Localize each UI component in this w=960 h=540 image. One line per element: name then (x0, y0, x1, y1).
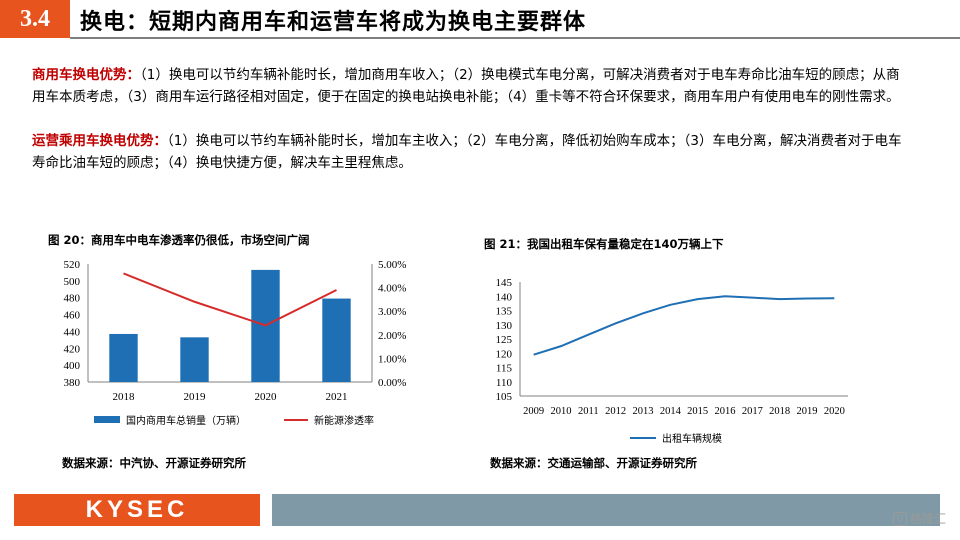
y-tick-label: 105 (496, 391, 513, 403)
line-series (533, 295, 835, 356)
page-title: 换电：短期内商用车和运营车将成为换电主要群体 (80, 10, 587, 35)
legend-label: 国内商用车总销量（万辆） (126, 414, 246, 427)
footer-bar (272, 494, 940, 526)
y-tick-label: 140 (496, 291, 513, 303)
kysec-logo: KYSEC (14, 494, 260, 526)
x-tick-label: 2019 (184, 391, 207, 403)
x-tick-label: 2018 (113, 391, 136, 403)
y2-tick-label: 5.00% (378, 259, 406, 271)
commercial-vehicle-chart: 520 500 480 460 440 420 400 380 5.00% 4.00% 3.00% 2… (64, 259, 407, 427)
y2-tick-label: 3.00% (378, 306, 406, 318)
y2-tick-label: 4.00% (378, 283, 406, 295)
x-tick-label: 2020 (255, 391, 278, 403)
y-tick-label: 520 (64, 259, 81, 271)
figure-20-title: 图 20：商用车中电车渗透率仍很低，市场空间广阔 (48, 233, 310, 247)
paragraph-body: （1）换电可以节约车辆补能时长，增加商用车收入；（2）换电模式车电分离，可解决消… (32, 67, 900, 105)
figure-21-title: 图 21：我国出租车保有量稳定在140万辆上下 (484, 237, 724, 251)
taxi-fleet-chart: 145 140 135 130 125 120 115 110 105 2009 2010 2011 2… (496, 277, 848, 445)
x-tick-label: 2010 (551, 406, 572, 417)
y-tick-label: 130 (496, 320, 513, 332)
y-tick-label: 500 (64, 276, 81, 288)
y-tick-label: 460 (64, 310, 81, 322)
header-divider (70, 37, 960, 39)
x-tick-label: 2018 (769, 406, 790, 417)
y-tick-label: 380 (64, 377, 81, 389)
legend-swatch-bar (94, 416, 120, 423)
operating-vehicle-advantages: 运营乘用车换电优势：（1）换电可以节约车辆补能时长，增加车主收入；（2）车电分离… (32, 130, 912, 174)
y-tick-label: 120 (496, 348, 513, 360)
x-tick-label: 2011 (578, 406, 599, 417)
x-tick-label: 2016 (715, 406, 736, 417)
y-tick-label: 115 (496, 363, 513, 375)
watermark-icon: G (892, 511, 907, 526)
y-tick-label: 400 (64, 360, 81, 372)
y-tick-label: 110 (496, 377, 513, 389)
x-tick-label: 2012 (605, 406, 626, 417)
figure-21-source: 数据来源：交通运输部、开源证券研究所 (490, 456, 697, 470)
figure-20-source: 数据来源：中汽协、开源证券研究所 (62, 456, 246, 470)
x-tick-label: 2014 (660, 406, 682, 417)
paragraph-lead: 运营乘用车换电优势： (32, 133, 167, 149)
commercial-vehicle-advantages: 商用车换电优势：（1）换电可以节约车辆补能时长，增加商用车收入；（2）换电模式车… (32, 64, 912, 108)
section-number: 3.4 (0, 0, 70, 38)
y2-tick-label: 1.00% (378, 353, 406, 365)
y-tick-label: 440 (64, 326, 81, 338)
x-tick-label: 2020 (824, 406, 845, 417)
y-tick-label: 480 (64, 293, 81, 305)
y2-tick-label: 0.00% (378, 377, 406, 389)
y2-tick-label: 2.00% (378, 330, 406, 342)
legend-label: 新能源渗透率 (314, 414, 374, 427)
watermark: G 格隆汇 (892, 510, 946, 527)
x-tick-label: 2009 (523, 406, 544, 417)
bar (322, 298, 351, 382)
paragraph-body: （1）换电可以节约车辆补能时长，增加车主收入；（2）车电分离，降低初始购车成本；… (32, 133, 902, 171)
y-tick-label: 145 (496, 277, 513, 289)
watermark-text: 格隆汇 (909, 512, 946, 526)
legend-label: 出租车辆规模 (662, 432, 722, 445)
paragraph-lead: 商用车换电优势： (32, 67, 140, 83)
x-tick-label: 2013 (633, 406, 654, 417)
y-tick-label: 125 (496, 334, 513, 346)
x-tick-label: 2017 (742, 406, 763, 417)
y-tick-label: 135 (496, 306, 513, 318)
x-tick-label: 2021 (326, 391, 348, 403)
line-series (123, 272, 337, 327)
y-tick-label: 420 (64, 343, 81, 355)
x-tick-label: 2019 (797, 406, 818, 417)
x-tick-label: 2015 (687, 406, 708, 417)
bar (180, 337, 209, 382)
bar (109, 333, 138, 382)
